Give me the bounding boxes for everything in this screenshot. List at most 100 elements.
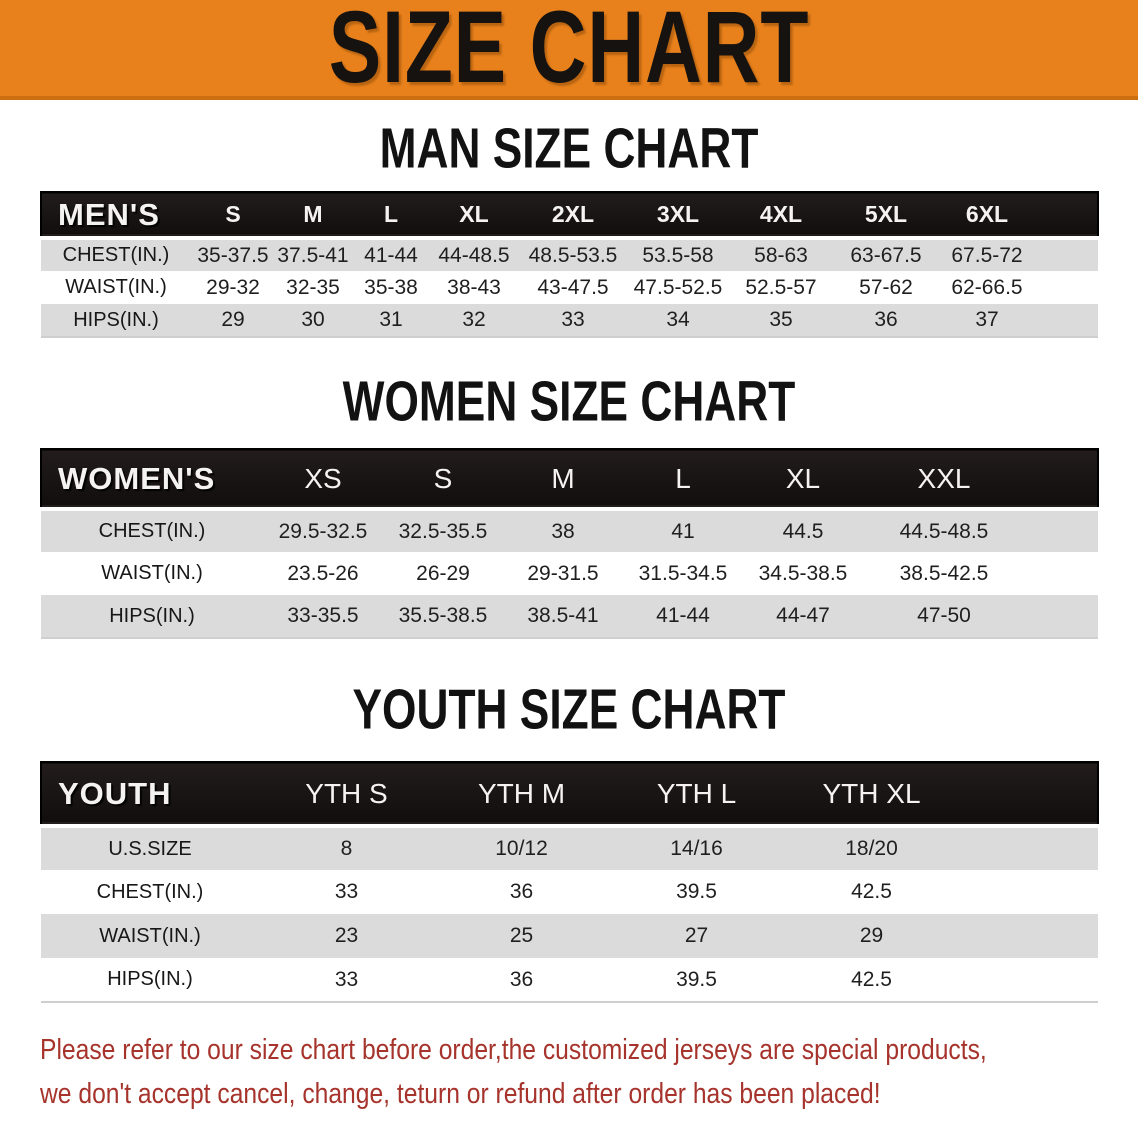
table-cell: 29-31.5 bbox=[527, 561, 599, 585]
table-cell: 57-62 bbox=[859, 275, 913, 299]
spacer-cell bbox=[1025, 449, 1098, 509]
table-cell: 35 bbox=[769, 308, 793, 331]
table-corner-label: MEN'S bbox=[58, 196, 160, 232]
youth-size-table: YOUTH YTH S YTH M YTH L YTH XL U.S.SIZE 8 10/12… bbox=[40, 761, 1099, 1003]
table-cell: 35-38 bbox=[364, 275, 418, 299]
table-cell: 33 bbox=[561, 308, 585, 331]
table-cell: 62-66.5 bbox=[951, 275, 1023, 299]
table-cell: 41-44 bbox=[656, 604, 710, 627]
table-cell: 36 bbox=[874, 308, 898, 331]
row-label: WAIST(IN.) bbox=[65, 276, 167, 298]
table-header-row: WOMEN'S XS S M L XL XXL bbox=[41, 449, 1098, 509]
table-cell: 35.5-38.5 bbox=[398, 604, 488, 627]
footer-note-line1: Please refer to our size chart before or… bbox=[40, 1034, 987, 1066]
table-cell: 67.5-72 bbox=[951, 243, 1023, 267]
table-cell: 30 bbox=[301, 308, 325, 331]
row-label: WAIST(IN.) bbox=[99, 924, 201, 947]
spacer-cell bbox=[959, 870, 1098, 914]
size-column-header: XL bbox=[785, 462, 821, 494]
table-cell: 39.5 bbox=[676, 880, 717, 903]
size-column-header: M bbox=[551, 462, 575, 494]
table-cell: 38.5-42.5 bbox=[899, 561, 989, 585]
table-cell: 48.5-53.5 bbox=[528, 243, 618, 267]
size-column-header: 6XL bbox=[965, 201, 1009, 227]
table-cell: 33-35.5 bbox=[287, 604, 359, 627]
size-column-header: S bbox=[225, 201, 241, 227]
section-heading-text: YOUTH SIZE CHART bbox=[352, 678, 786, 742]
table-cell: 44-48.5 bbox=[438, 243, 510, 267]
section-heading: MAN SIZE CHART bbox=[0, 121, 1138, 177]
row-label: WAIST(IN.) bbox=[101, 562, 203, 584]
row-label: CHEST(IN.) bbox=[96, 880, 204, 903]
table-cell: 29-32 bbox=[206, 275, 260, 299]
table-cell: 8 bbox=[340, 837, 353, 860]
table-cell: 37.5-41 bbox=[277, 243, 349, 267]
size-column-header: 2XL bbox=[551, 201, 595, 227]
size-column-header: S bbox=[433, 462, 453, 494]
size-column-header: M bbox=[303, 201, 323, 227]
spacer-cell bbox=[1025, 595, 1098, 638]
table-cell: 47-50 bbox=[917, 604, 971, 627]
size-column-header: 5XL bbox=[864, 201, 908, 227]
spacer-cell bbox=[959, 762, 1098, 826]
table-cell: 27 bbox=[684, 924, 709, 947]
table-cell: 31.5-34.5 bbox=[638, 561, 728, 585]
table-cell: 34.5-38.5 bbox=[758, 561, 848, 585]
row-label: CHEST(IN.) bbox=[98, 520, 206, 542]
table-cell: 29.5-32.5 bbox=[278, 519, 368, 543]
table-cell: 26-29 bbox=[416, 561, 470, 585]
spacer-cell bbox=[959, 914, 1098, 958]
spacer-cell bbox=[1037, 304, 1098, 337]
row-label: HIPS(IN.) bbox=[107, 968, 193, 990]
table-cell: 23 bbox=[334, 924, 359, 947]
size-column-header: YTH L bbox=[656, 777, 737, 809]
table-cell: 42.5 bbox=[851, 880, 892, 903]
row-label: HIPS(IN.) bbox=[73, 308, 159, 331]
table-cell: 41 bbox=[671, 519, 695, 543]
table-row: CHEST(IN.) 33 36 39.5 42.5 bbox=[41, 870, 1098, 914]
row-label: U.S.SIZE bbox=[108, 837, 192, 860]
table-cell: 44.5 bbox=[782, 519, 824, 543]
banner-title: SIZE CHART bbox=[328, 0, 810, 105]
spacer-cell bbox=[1025, 552, 1098, 595]
banner: SIZE CHART bbox=[0, 0, 1138, 104]
size-column-header: 3XL bbox=[656, 201, 700, 227]
size-column-header: XS bbox=[304, 462, 342, 494]
table-cell: 63-67.5 bbox=[850, 243, 922, 267]
table-cell: 38-43 bbox=[447, 275, 501, 299]
table-corner-label: YOUTH bbox=[58, 775, 172, 811]
table-cell: 29 bbox=[221, 308, 245, 331]
table-cell: 36 bbox=[509, 967, 534, 991]
table-cell: 44.5-48.5 bbox=[899, 519, 989, 543]
section-heading-text: WOMEN SIZE CHART bbox=[342, 370, 796, 434]
section-women-s: WOMEN SIZE CHART WOMEN'S XS S M L XL XXL CHEST(I… bbox=[0, 370, 1138, 639]
table-cell: 25 bbox=[509, 924, 534, 947]
table-cell: 44-47 bbox=[776, 604, 830, 627]
table-row: WAIST(IN.) 29-32 32-35 35-38 38-43 43-47.5 47.… bbox=[41, 271, 1098, 304]
table-row: WAIST(IN.) 23 25 27 29 bbox=[41, 914, 1098, 958]
table-cell: 32.5-35.5 bbox=[398, 519, 488, 543]
table-row: HIPS(IN.) 33 36 39.5 42.5 bbox=[41, 958, 1098, 1002]
spacer-cell bbox=[959, 958, 1098, 1002]
section-heading: WOMEN SIZE CHART bbox=[0, 370, 1138, 434]
table-cell: 52.5-57 bbox=[745, 275, 817, 299]
table-cell: 38.5-41 bbox=[527, 604, 599, 627]
table-cell: 47.5-52.5 bbox=[633, 275, 723, 299]
footer-note-line2: we don't accept cancel, change, teturn o… bbox=[40, 1078, 881, 1110]
spacer-cell bbox=[1025, 509, 1098, 552]
table-cell: 29 bbox=[859, 924, 884, 947]
table-row: WAIST(IN.) 23.5-26 26-29 29-31.5 31.5-34.5 34… bbox=[41, 552, 1098, 595]
table-row: HIPS(IN.) 29 30 31 32 33 34 35 36 37 bbox=[41, 304, 1098, 337]
table-cell: 34 bbox=[666, 308, 690, 331]
section-youth: YOUTH SIZE CHART YOUTH YTH S YTH M YTH L YTH … bbox=[0, 678, 1138, 1003]
section-men-s: MAN SIZE CHART MEN'S S M L XL 2XL 3XL 4XL 5XL 6XL C… bbox=[0, 121, 1138, 338]
spacer-cell bbox=[959, 826, 1098, 870]
table-cell: 14/16 bbox=[670, 837, 723, 860]
table-cell: 35-37.5 bbox=[197, 243, 269, 267]
table-cell: 53.5-58 bbox=[642, 243, 714, 267]
table-cell: 10/12 bbox=[495, 837, 548, 860]
table-cell: 41-44 bbox=[364, 243, 418, 267]
table-row: CHEST(IN.) 29.5-32.5 32.5-35.5 38 41 44.5 44.5… bbox=[41, 509, 1098, 552]
table-cell: 43-47.5 bbox=[537, 275, 609, 299]
women-s-size-table: WOMEN'S XS S M L XL XXL CHEST(IN.) 29.5-32.5 32.5… bbox=[40, 448, 1099, 639]
